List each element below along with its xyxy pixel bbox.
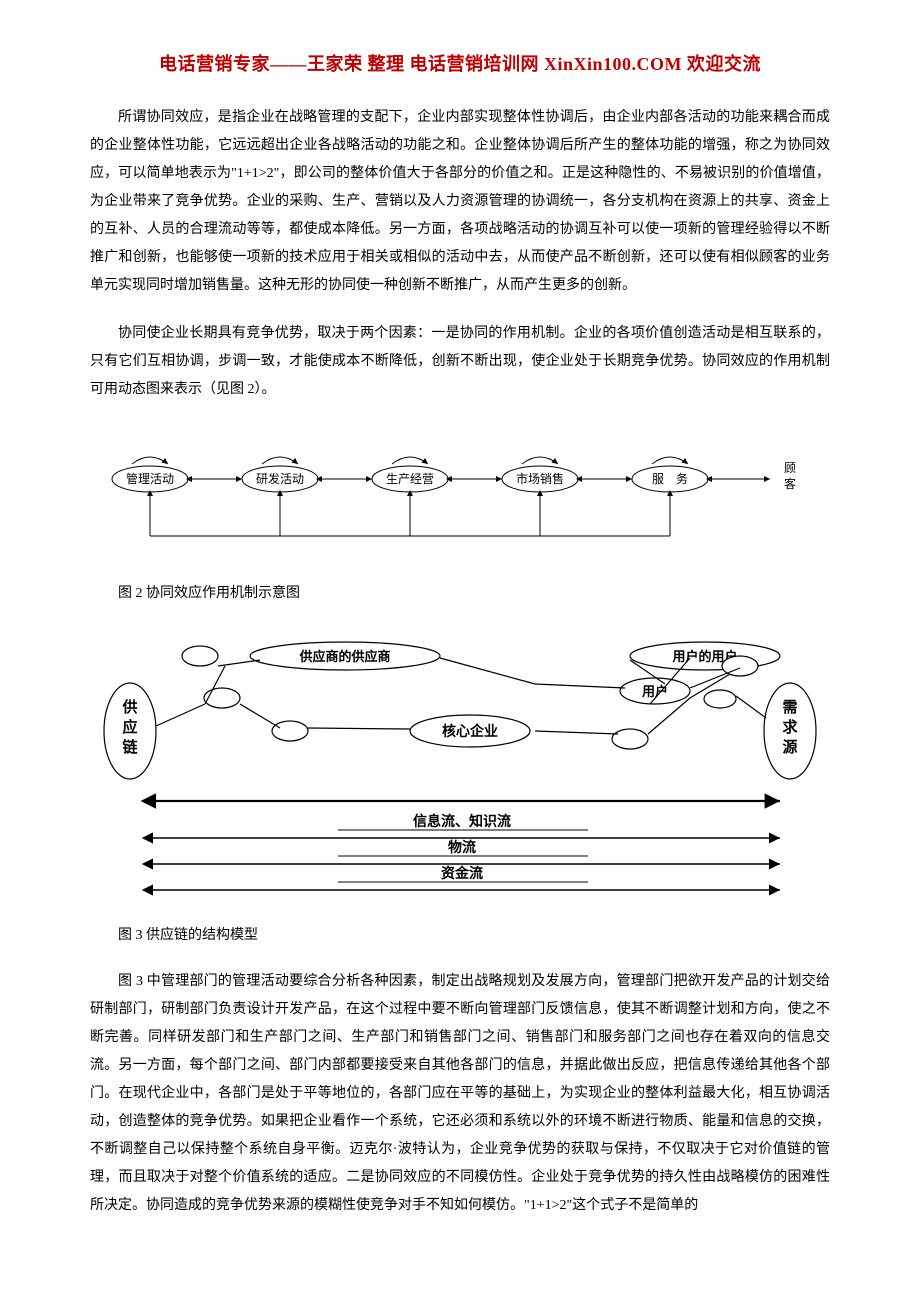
svg-text:生产经营: 生产经营 bbox=[386, 472, 434, 486]
svg-text:资金流: 资金流 bbox=[441, 865, 483, 882]
diagram-3-caption: 图 3 供应链的结构模型 bbox=[90, 924, 830, 944]
svg-text:应: 应 bbox=[122, 718, 137, 736]
diagram-2-svg: 管理活动 研发活动 生产经营 市场销售 服 务 顾客 bbox=[90, 424, 830, 564]
paragraph-3: 图 3 中管理部门的管理活动要综合分析各种因素，制定出战略规划及发展方向，管理部… bbox=[90, 968, 830, 1220]
diagram-2-wrapper: 管理活动 研发活动 生产经营 市场销售 服 务 顾客 bbox=[90, 424, 830, 564]
svg-text:客: 客 bbox=[784, 476, 796, 491]
svg-text:用户: 用户 bbox=[641, 684, 668, 699]
svg-text:供: 供 bbox=[121, 698, 137, 716]
svg-text:核心企业: 核心企业 bbox=[442, 723, 498, 740]
paragraph-2: 协同使企业长期具有竞争优势，取决于两个因素：一是协同的作用机制。企业的各项价值创… bbox=[90, 320, 830, 404]
svg-text:顾: 顾 bbox=[784, 461, 796, 475]
diagram-2-caption: 图 2 协同效应作用机制示意图 bbox=[90, 582, 830, 602]
diagram-3-wrapper: 供应链需求源供应商的供应商用户的用户用户核心企业信息流、知识流物流资金流 bbox=[90, 626, 830, 906]
svg-text:供应商的供应商: 供应商的供应商 bbox=[298, 649, 390, 664]
svg-text:研发活动: 研发活动 bbox=[256, 471, 304, 486]
svg-text:链: 链 bbox=[122, 738, 138, 756]
svg-text:需: 需 bbox=[782, 698, 797, 716]
svg-text:物流: 物流 bbox=[448, 839, 476, 856]
svg-text:市场销售: 市场销售 bbox=[516, 471, 564, 486]
diagram-3-svg: 供应链需求源供应商的供应商用户的用户用户核心企业信息流、知识流物流资金流 bbox=[90, 626, 830, 906]
svg-text:管理活动: 管理活动 bbox=[126, 471, 174, 486]
svg-text:服 务: 服 务 bbox=[652, 471, 688, 486]
page-header: 电话营销专家——王家荣 整理 电话营销培训网 XinXin100.COM 欢迎交… bbox=[90, 50, 830, 76]
svg-text:求: 求 bbox=[782, 718, 798, 736]
svg-text:信息流、知识流: 信息流、知识流 bbox=[413, 813, 511, 830]
paragraph-1: 所谓协同效应，是指企业在战略管理的支配下，企业内部实现整体性协调后，由企业内部各… bbox=[90, 104, 830, 300]
header-title: 电话营销专家——王家荣 整理 电话营销培训网 XinXin100.COM 欢迎交… bbox=[159, 54, 761, 74]
svg-text:源: 源 bbox=[782, 738, 797, 756]
